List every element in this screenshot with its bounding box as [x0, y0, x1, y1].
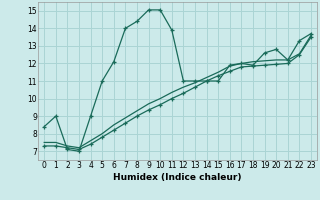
X-axis label: Humidex (Indice chaleur): Humidex (Indice chaleur) [113, 173, 242, 182]
